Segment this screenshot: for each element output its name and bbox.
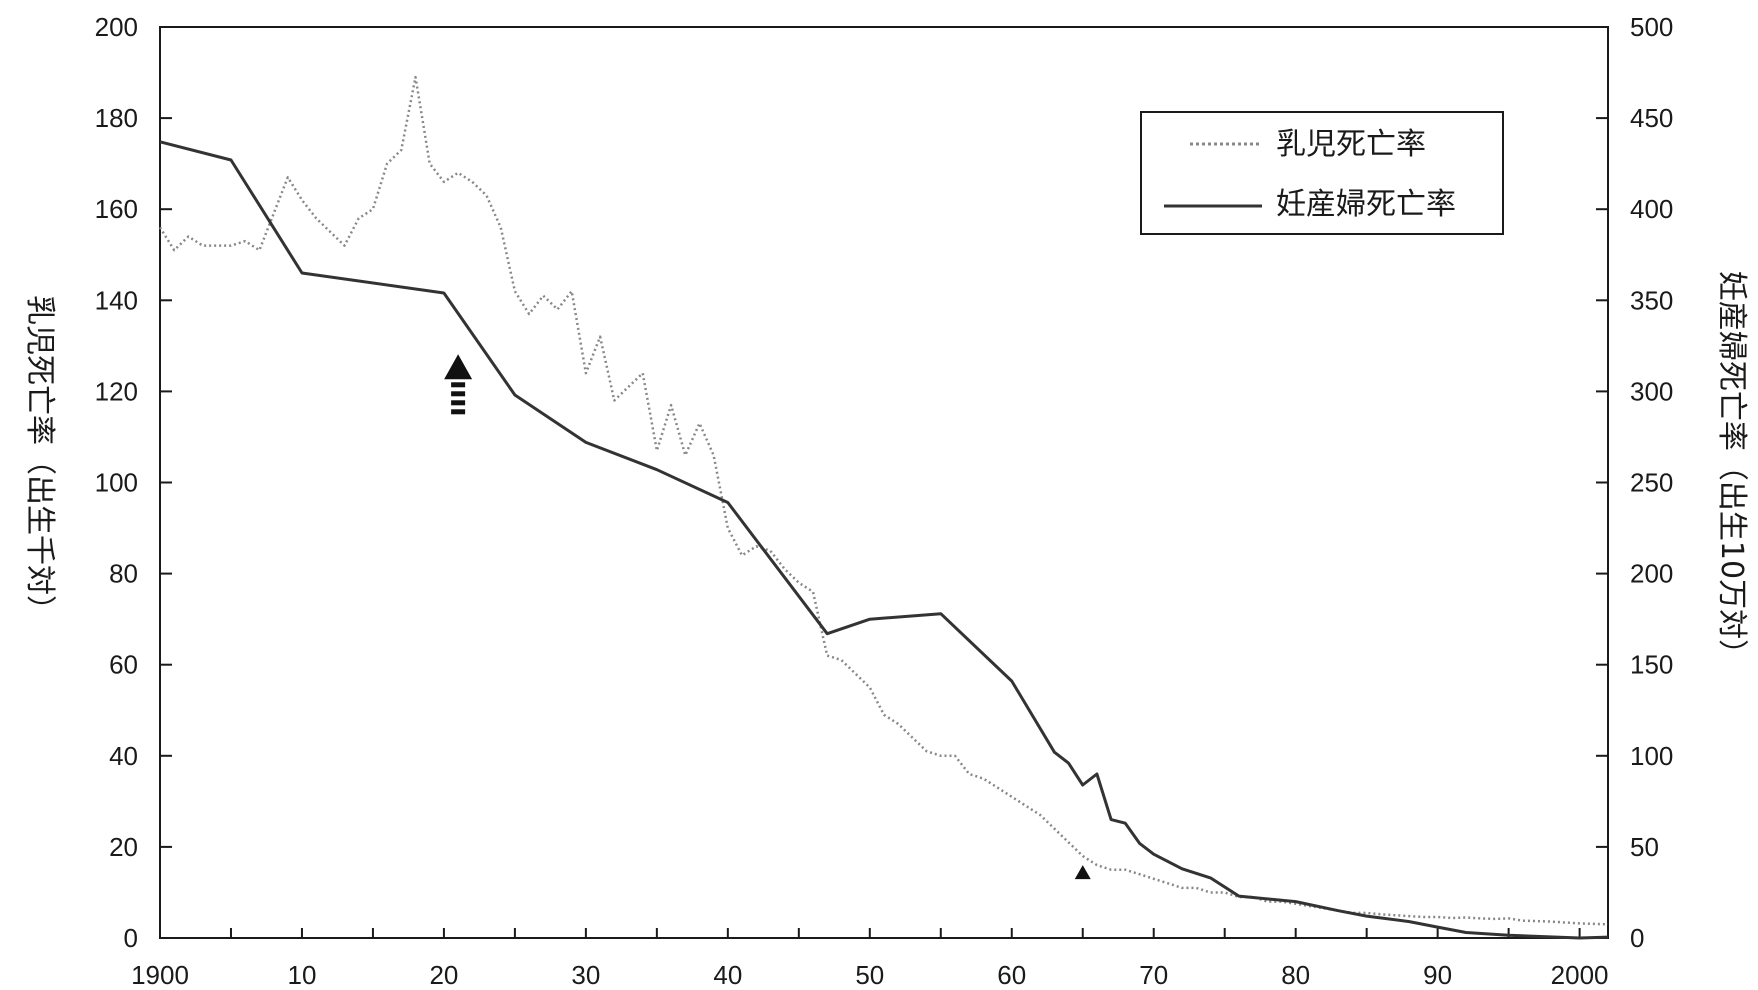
y-right-tick-label: 200 [1630, 559, 1673, 589]
y-right-tick-label: 50 [1630, 832, 1659, 862]
x-tick-label: 40 [713, 960, 742, 990]
y-right-tick-label: 150 [1630, 650, 1673, 680]
y-right-tick-label: 100 [1630, 741, 1673, 771]
triangle-marker [1074, 865, 1091, 880]
x-tick-label: 90 [1423, 960, 1452, 990]
y-left-tick-label: 60 [109, 650, 138, 680]
arrow-shaft-dash [451, 391, 466, 397]
y-left-tick-label: 40 [109, 741, 138, 771]
x-tick-label: 2000 [1551, 960, 1609, 990]
y-right-tick-label: 0 [1630, 923, 1644, 953]
y-left-tick-label: 200 [95, 12, 138, 42]
y-left-tick-label: 80 [109, 559, 138, 589]
arrow-shaft-dash [451, 400, 466, 406]
y-right-tick-label: 450 [1630, 103, 1673, 133]
x-tick-label: 50 [855, 960, 884, 990]
x-tick-label: 80 [1281, 960, 1310, 990]
arrow-head [444, 354, 473, 380]
legend: 乳児死亡率 妊産婦死亡率 [1140, 111, 1504, 235]
y-left-tick-label: 20 [109, 832, 138, 862]
x-axis: 1900 10 20 30 40 50 60 70 80 90 2000 [131, 928, 1609, 990]
x-tick-label: 70 [1139, 960, 1168, 990]
y-right-tick-label: 250 [1630, 468, 1673, 498]
arrow-shaft-dash [451, 409, 466, 415]
legend-label-infant: 乳児死亡率 [1276, 127, 1426, 162]
x-tick-label: 60 [997, 960, 1026, 990]
y-axis-left: 0 20 40 60 80 100 120 140 160 180 200 [95, 12, 172, 953]
x-tick-label: 10 [287, 960, 316, 990]
y-left-tick-label: 0 [124, 923, 138, 953]
y-left-tick-label: 140 [95, 285, 138, 315]
series-line-maternal [159, 140, 1609, 940]
y-left-tick-label: 100 [95, 468, 138, 498]
legend-box [1140, 111, 1504, 235]
y-right-tick-label: 400 [1630, 194, 1673, 224]
y-axis-left-title: 乳児死亡率（出生千対） [22, 295, 57, 625]
y-axis-right-title: 妊産婦死亡率（出生10万対） [1714, 271, 1749, 669]
y-left-tick-label: 160 [95, 194, 138, 224]
arrow-shaft-dash [451, 382, 466, 388]
x-tick-label: 30 [571, 960, 600, 990]
x-tick-label: 20 [429, 960, 458, 990]
annotations [444, 354, 1091, 880]
y-right-tick-label: 300 [1630, 376, 1673, 406]
y-right-tick-label: 500 [1630, 12, 1673, 42]
x-tick-label: 1900 [131, 960, 189, 990]
y-axis-right: 0 50 100 150 200 250 300 350 400 450 500 [1596, 12, 1673, 953]
series-line-infant [158, 75, 1609, 926]
series-group [158, 75, 1609, 940]
y-left-tick-label: 180 [95, 103, 138, 133]
legend-label-maternal: 妊産婦死亡率 [1276, 187, 1456, 222]
y-right-tick-label: 350 [1630, 285, 1673, 315]
y-left-tick-label: 120 [95, 376, 138, 406]
